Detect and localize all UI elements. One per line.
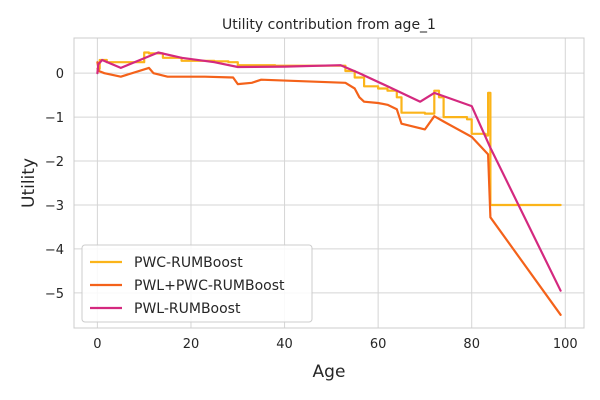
x-tick-label: 40: [276, 337, 293, 352]
legend-frame: [81, 244, 313, 323]
chart-title: Utility contribution from age_1: [222, 17, 436, 33]
x-axis-label: Age: [313, 362, 346, 382]
grid-lines: [74, 38, 584, 328]
legend-label-3: PWL-RUMBoost: [134, 301, 241, 317]
plot-frame: [73, 37, 585, 329]
series-line-3: [96, 51, 562, 292]
x-tick-label: 100: [553, 337, 578, 352]
x-tick-label: 20: [183, 337, 200, 352]
y-axis-label: Utility: [19, 158, 39, 208]
legend-items: PWC-RUMBoost PWL+PWC-RUMBoost PWL-RUMBoost: [90, 255, 285, 317]
y-tick-label: −5: [45, 287, 64, 302]
y-tick-label: −3: [45, 199, 64, 214]
series-line-2: [96, 61, 562, 316]
y-tick-label: −1: [45, 111, 64, 126]
legend-label-2: PWL+PWC-RUMBoost: [134, 278, 285, 294]
y-tick-label: −4: [45, 243, 64, 258]
x-tick-label: 80: [463, 337, 480, 352]
y-tick-label: 0: [56, 67, 64, 82]
x-tick-label: 60: [370, 337, 387, 352]
x-tick-label: 0: [93, 337, 101, 352]
y-tick-label: −2: [45, 155, 64, 170]
legend: PWC-RUMBoost PWL+PWC-RUMBoost PWL-RUMBoost: [81, 244, 313, 323]
tick-labels: 0 20 40 60 80 100 0 −1 −2 −3 −4 −5: [45, 67, 578, 352]
legend-label-1: PWC-RUMBoost: [134, 255, 243, 271]
series-layer: [96, 51, 562, 316]
